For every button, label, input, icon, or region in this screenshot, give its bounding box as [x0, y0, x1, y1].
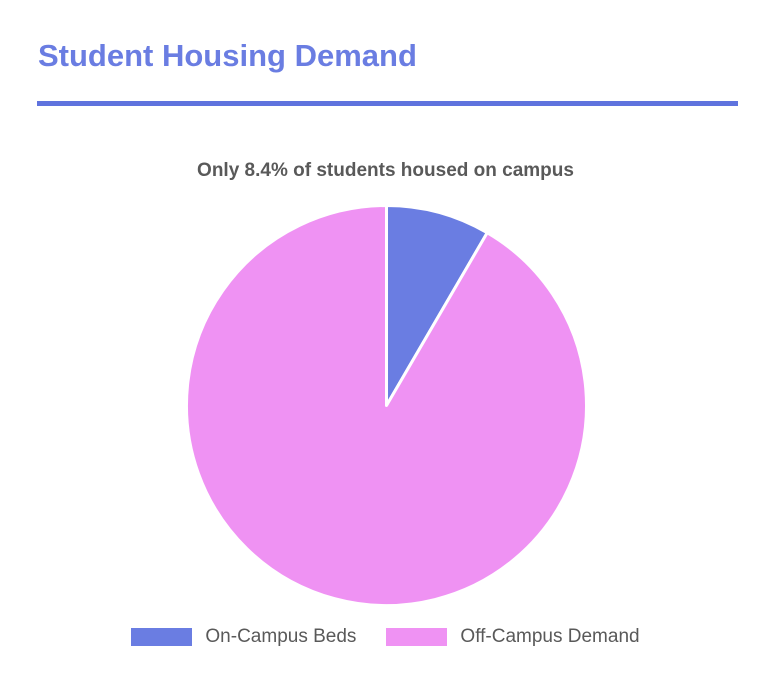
legend-label: Off-Campus Demand	[460, 626, 640, 647]
pie-chart-area	[183, 202, 590, 609]
legend-label: On-Campus Beds	[205, 626, 357, 647]
title-divider	[37, 101, 738, 106]
chart-legend: On-Campus Beds Off-Campus Demand	[0, 626, 771, 648]
pie-chart	[185, 204, 588, 607]
legend-item-on-campus-beds[interactable]: On-Campus Beds	[131, 626, 356, 648]
legend-item-off-campus-demand[interactable]: Off-Campus Demand	[386, 626, 640, 648]
pie-slice-on-campus-beds	[385, 204, 489, 407]
chart-subtitle: Only 8.4% of students housed on campus	[197, 160, 574, 181]
page-title: Student Housing Demand	[38, 38, 417, 73]
pie-slice-off-campus-demand	[185, 204, 588, 607]
legend-swatch-icon	[386, 628, 448, 646]
legend-swatch-icon	[131, 628, 193, 646]
